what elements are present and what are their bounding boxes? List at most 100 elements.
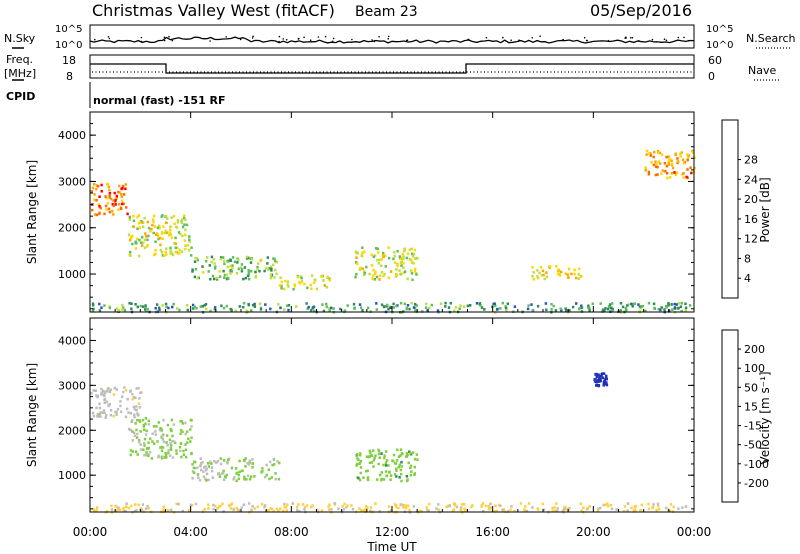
data-cell	[269, 276, 272, 280]
data-cell	[388, 471, 391, 474]
data-cell	[155, 425, 158, 428]
data-cell	[396, 262, 399, 266]
data-cell	[248, 502, 251, 505]
data-cell	[665, 306, 668, 309]
data-cell	[138, 439, 141, 442]
data-cell	[96, 413, 99, 416]
data-cell	[201, 271, 205, 274]
data-cell	[356, 453, 359, 456]
data-cell	[272, 510, 275, 513]
noise-search-dot	[331, 40, 334, 43]
data-cell	[400, 465, 403, 468]
data-cell	[378, 258, 381, 262]
data-cell	[204, 259, 208, 263]
data-cell	[394, 275, 398, 278]
data-cell	[575, 276, 578, 280]
data-cell	[108, 390, 112, 393]
data-cell	[397, 506, 400, 510]
data-cell	[493, 302, 496, 305]
data-cell	[465, 508, 468, 512]
noise-search-dot	[373, 40, 376, 43]
data-cell	[110, 508, 114, 511]
data-cell	[279, 507, 282, 511]
data-cell	[454, 504, 457, 507]
noise-search-dot	[351, 38, 353, 41]
noise-search-dot	[677, 36, 680, 39]
data-cell	[251, 458, 254, 461]
data-cell	[267, 468, 270, 471]
data-cell	[273, 259, 277, 263]
power-colorbar-label: Power [dB]	[758, 177, 772, 242]
data-cell	[134, 240, 137, 244]
data-cell	[218, 475, 222, 478]
data-cell	[647, 507, 651, 511]
data-cell	[216, 276, 219, 280]
data-cell	[226, 260, 229, 263]
data-cell	[558, 272, 561, 275]
noise-search-dot	[631, 37, 634, 39]
data-cell	[667, 301, 670, 305]
data-cell	[129, 254, 132, 257]
data-cell	[385, 459, 389, 462]
data-cell	[166, 444, 169, 447]
data-cell	[280, 284, 283, 288]
data-cell	[247, 271, 250, 274]
data-cell	[392, 302, 395, 306]
data-cell	[513, 305, 517, 308]
data-cell	[136, 453, 139, 456]
data-cell	[246, 462, 249, 465]
data-cell	[139, 443, 142, 446]
data-cell	[532, 309, 535, 313]
data-cell	[178, 445, 182, 449]
data-cell	[210, 462, 213, 465]
data-cell	[148, 450, 152, 454]
data-cell	[118, 191, 121, 194]
data-cell	[269, 460, 272, 464]
data-cell	[184, 448, 188, 452]
data-cell	[399, 301, 403, 305]
freq-label: Freq.	[6, 53, 33, 66]
data-cell	[191, 270, 194, 273]
data-cell	[499, 307, 502, 310]
data-cell	[439, 302, 443, 306]
data-cell	[156, 226, 159, 230]
data-cell	[187, 509, 191, 512]
data-cell	[587, 304, 590, 308]
data-cell	[199, 305, 202, 308]
data-cell	[305, 504, 309, 507]
data-cell	[312, 281, 316, 284]
data-cell	[199, 457, 202, 460]
data-cell	[223, 276, 226, 279]
data-cell	[213, 460, 216, 463]
power-y-axis-label: Slant Range [km]	[25, 160, 39, 264]
colorbar-tick-label: 16	[744, 213, 758, 226]
data-cell	[121, 303, 124, 307]
data-cell	[382, 274, 385, 278]
data-cell	[413, 465, 416, 469]
data-cell	[91, 208, 94, 212]
data-cell	[135, 508, 138, 512]
data-cell	[610, 507, 614, 511]
data-cell	[119, 206, 123, 210]
data-cell	[258, 269, 261, 273]
data-cell	[112, 199, 115, 202]
data-cell	[231, 264, 234, 267]
data-cell	[650, 161, 653, 164]
data-cell	[219, 256, 223, 259]
data-cell	[374, 247, 378, 250]
x-axis-label: Time UT	[366, 540, 417, 554]
data-cell	[469, 304, 472, 307]
data-cell	[146, 238, 149, 242]
nsky-tick-top: 10^5	[55, 24, 82, 35]
data-cell	[171, 434, 174, 438]
data-cell	[190, 246, 193, 249]
data-cell	[326, 276, 329, 280]
data-cell	[250, 258, 254, 261]
data-cell	[188, 248, 191, 252]
data-cell	[402, 261, 405, 265]
data-cell	[270, 267, 273, 271]
data-cell	[686, 168, 689, 171]
data-cell	[146, 220, 149, 224]
noise-search-dot	[562, 38, 564, 41]
data-cell	[298, 509, 301, 513]
